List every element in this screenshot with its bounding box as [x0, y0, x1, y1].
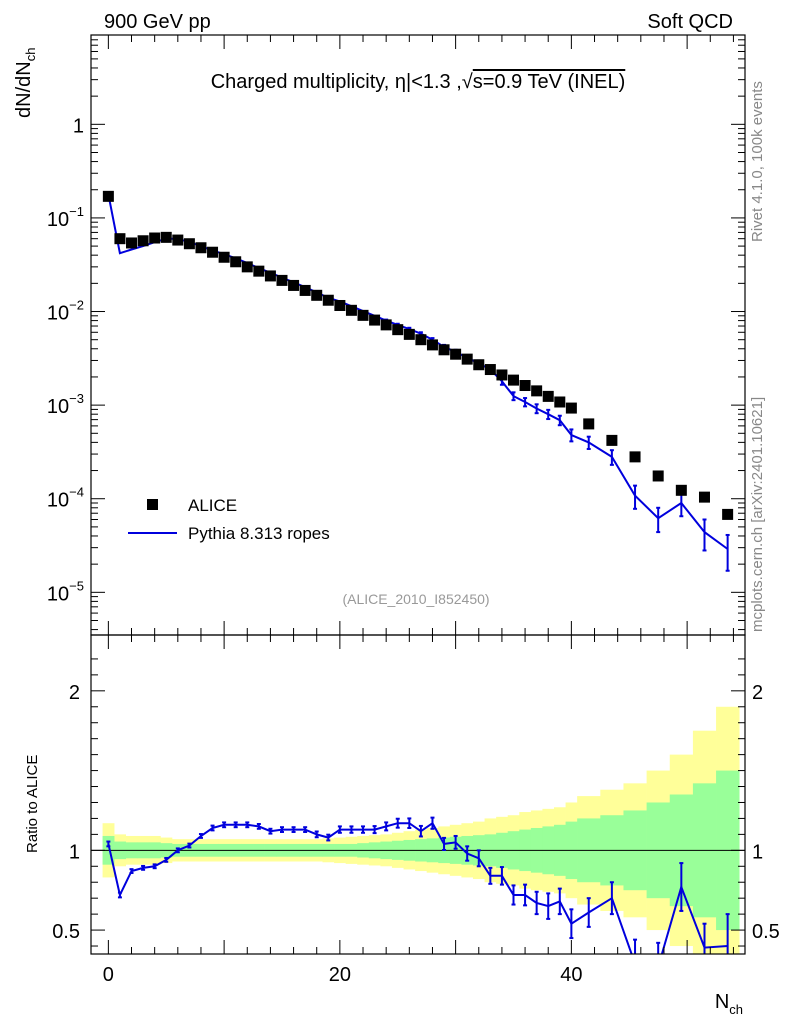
legend: ALICE Pythia 8.313 ropes — [128, 496, 330, 543]
upper-y-tick-label: 10−4 — [47, 485, 84, 512]
mcplots-label: mcplots.cern.ch [arXiv:2401.10621] — [749, 397, 766, 632]
lower-y-tick-label: 1 — [69, 841, 80, 863]
alice-data-point — [114, 233, 126, 245]
alice-data-point — [183, 238, 195, 250]
upper-panel: 1 10−1 10−2 10−3 10−4 10−5 Charged multiplici… — [13, 34, 746, 636]
alice-data-point — [172, 234, 184, 246]
lower-panel: 2 2 1 1 0.5 0.5 0 20 40 Ratio to ALICE Nch — [24, 634, 780, 1017]
ratio-line-group — [106, 816, 730, 954]
alice-data-point — [426, 339, 438, 351]
alice-data-point — [507, 374, 519, 386]
lower-y-tick-label-right: 0.5 — [752, 921, 780, 943]
alice-data-point — [207, 246, 219, 258]
alice-data-point — [253, 265, 265, 277]
x-tick-label: 0 — [103, 964, 114, 986]
alice-data-point — [241, 261, 253, 273]
upper-y-axis-label: dN/dNch — [13, 48, 38, 118]
alice-data-point — [392, 324, 404, 336]
alice-data-point — [264, 270, 276, 282]
alice-data-point — [473, 359, 485, 371]
alice-data-point — [230, 256, 242, 268]
alice-data-point — [484, 364, 496, 376]
lower-y-tick-label: 0.5 — [52, 921, 80, 943]
upper-y-tick-label: 10−1 — [47, 204, 84, 231]
alice-data-point — [519, 380, 531, 392]
alice-data-point — [438, 344, 450, 356]
alice-data-point — [311, 289, 323, 301]
lower-panel-frame — [90, 634, 746, 955]
alice-data-point — [461, 353, 473, 365]
alice-data-point — [299, 284, 311, 296]
alice-data-point — [160, 231, 172, 243]
alice-data-point — [606, 434, 618, 446]
legend-alice-marker — [147, 499, 158, 510]
alice-data-point — [369, 314, 381, 326]
alice-data-point — [698, 491, 710, 503]
rivet-version-label: Rivet 4.1.0, 100k events — [749, 81, 766, 242]
legend-pythia-label: Pythia 8.313 ropes — [188, 524, 330, 543]
upper-y-tick-label: 10−3 — [47, 391, 84, 418]
watermark-label: (ALICE_2010_I852450) — [342, 591, 489, 607]
alice-data-point — [195, 242, 207, 254]
alice-data-point — [380, 319, 392, 331]
upper-title: Charged multiplicity, η|<1.3 ,√s=0.9 TeV… — [211, 71, 626, 93]
alice-data-point — [137, 235, 149, 247]
alice-data-point — [334, 299, 346, 311]
alice-data-point — [565, 402, 577, 414]
alice-data-point — [288, 279, 300, 291]
alice-data-point — [415, 334, 427, 346]
alice-data-point — [345, 304, 357, 316]
alice-data-point — [357, 309, 369, 321]
alice-data-point — [450, 348, 462, 360]
alice-data-point — [322, 294, 334, 306]
upper-y-tick-label: 10−2 — [47, 298, 84, 325]
alice-data-point — [102, 190, 114, 202]
alice-data-point — [583, 418, 595, 430]
alice-data-point — [542, 390, 554, 402]
alice-data-point — [149, 232, 161, 244]
alice-data-point — [629, 451, 641, 463]
header-left-label: 900 GeV pp — [104, 11, 211, 33]
header-right-label: Soft QCD — [647, 11, 733, 33]
alice-data-point — [652, 470, 664, 482]
alice-data-point — [218, 251, 230, 263]
alice-data-point — [276, 274, 288, 286]
alice-data-point — [722, 508, 734, 520]
alice-data-point — [531, 385, 543, 397]
upper-y-tick-label: 10−5 — [47, 578, 84, 605]
x-axis-label: Nch — [715, 991, 743, 1017]
alice-data-point — [496, 369, 508, 381]
x-tick-label: 40 — [560, 964, 582, 986]
legend-alice-label: ALICE — [188, 496, 237, 515]
lower-y-tick-label-right: 1 — [752, 841, 763, 863]
lower-y-tick-label-right: 2 — [752, 682, 763, 704]
alice-data-point — [126, 237, 138, 249]
upper-y-tick-label: 1 — [73, 115, 84, 137]
lower-y-tick-label: 2 — [69, 682, 80, 704]
lower-y-axis-label: Ratio to ALICE — [24, 755, 41, 853]
alice-data-point — [403, 328, 415, 340]
x-tick-label: 20 — [329, 964, 351, 986]
alice-data-point — [675, 484, 687, 496]
alice-data-point — [554, 396, 566, 408]
